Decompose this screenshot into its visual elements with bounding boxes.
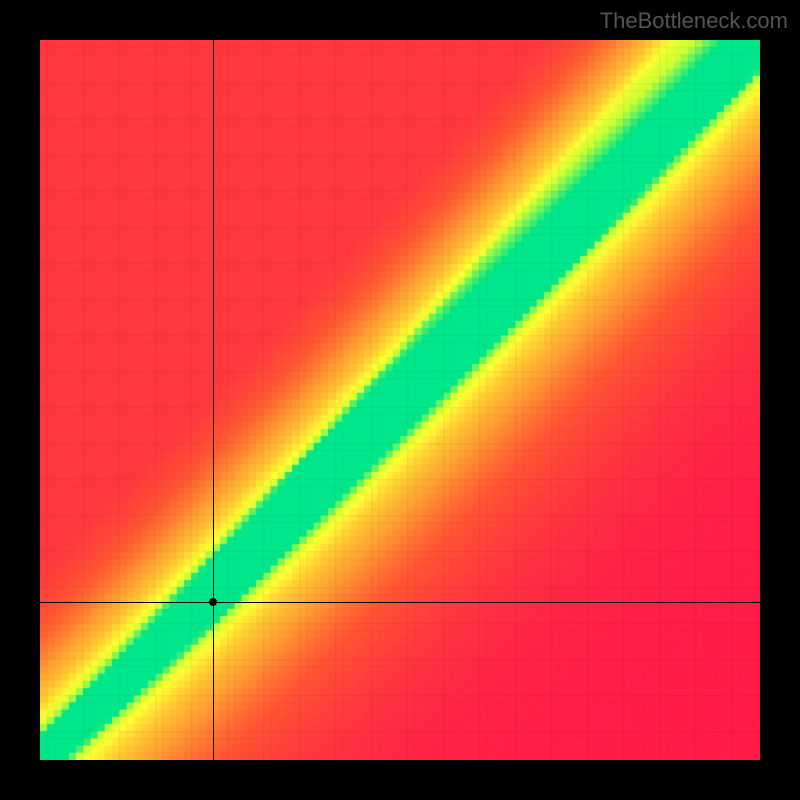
watermark-text: TheBottleneck.com [600,8,788,34]
heatmap-canvas [40,40,760,760]
chart-container: TheBottleneck.com [0,0,800,800]
crosshair-marker [209,598,217,606]
plot-area [40,40,760,760]
crosshair-horizontal [40,602,760,603]
crosshair-vertical [213,40,214,760]
